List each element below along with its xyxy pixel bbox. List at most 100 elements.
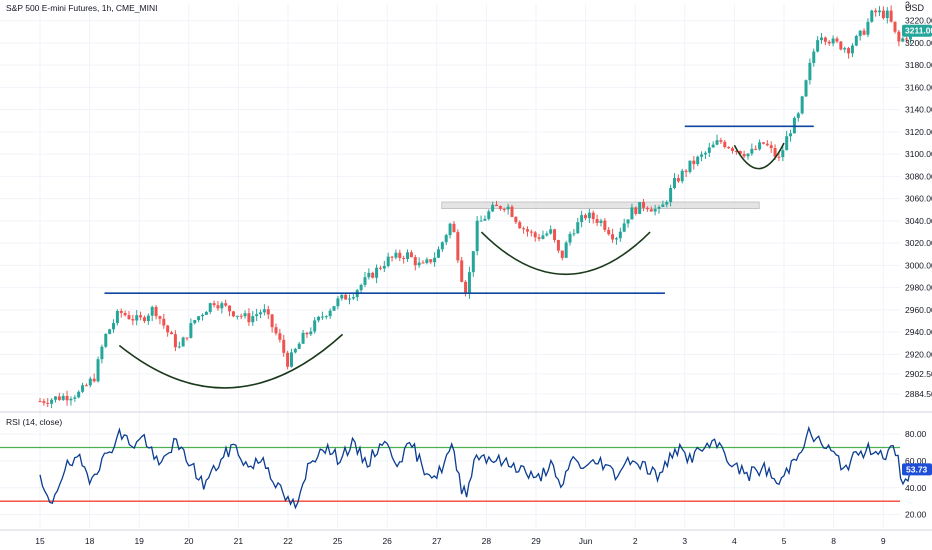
time-tick-label: 26 (382, 536, 392, 546)
resistance-zone (441, 201, 760, 209)
candle-up (614, 238, 618, 240)
candle-down (525, 229, 529, 232)
candle-up (711, 144, 715, 148)
candle-up (491, 204, 495, 212)
candle-up (61, 395, 65, 400)
candle-down (719, 140, 723, 142)
price-tick-label: 3180.00 (905, 60, 932, 70)
candle-down (247, 313, 251, 323)
candle-up (200, 314, 204, 317)
rsi-value: 53.73 (906, 464, 928, 474)
candle-up (150, 306, 154, 316)
candle-down (676, 178, 680, 182)
candle-down (282, 339, 286, 353)
candle-down (274, 327, 278, 334)
candle-down (216, 305, 220, 309)
candle-down (514, 216, 518, 223)
candle-down (390, 256, 394, 258)
candle-up (576, 222, 580, 234)
candle-up (289, 352, 293, 367)
candle-down (773, 148, 777, 157)
candle-up (375, 267, 379, 278)
candle-up (696, 156, 700, 165)
candle-down (502, 208, 506, 210)
candle-down (742, 154, 746, 157)
candle-up (115, 310, 119, 324)
candle-up (541, 235, 545, 239)
candle-down (692, 160, 696, 165)
candle-up (804, 80, 808, 97)
candle-down (905, 38, 909, 40)
candle-up (340, 294, 344, 299)
candle-up (816, 40, 820, 52)
candle-up (580, 215, 584, 223)
rsi-axis[interactable]: 20.00 40.00 60.00 80.00 (905, 429, 927, 519)
candle-up (808, 63, 812, 81)
candle-down (734, 150, 738, 152)
cup-curve (480, 231, 651, 275)
rsi-tick-label: 60.00 (905, 456, 927, 466)
rsi-tick-label: 40.00 (905, 483, 927, 493)
candle-up (406, 252, 410, 259)
candle-down (421, 262, 425, 264)
candle-up (467, 272, 471, 294)
candle-up (858, 30, 862, 36)
candle-up (208, 303, 212, 312)
candle-up (96, 359, 100, 382)
candle-up (220, 303, 224, 309)
candle-down (897, 31, 901, 42)
price-axis[interactable]: 2884.50 2902.50 2920.00 2940.00 2960.00 2980.… (905, 16, 932, 399)
price-tick-label: 3080.00 (905, 171, 932, 181)
candle-up (661, 204, 665, 207)
price-tick-label: 2902.50 (905, 369, 932, 379)
candle-down (119, 310, 123, 314)
candle-down (731, 148, 735, 151)
candle-up (332, 306, 336, 311)
candle-down (57, 396, 61, 400)
rsi-tick-label: 20.00 (905, 510, 927, 520)
candle-up (843, 48, 847, 50)
candle-down (409, 252, 413, 258)
candle-up (204, 311, 208, 315)
candle-down (727, 147, 731, 149)
candle-up (707, 147, 711, 153)
time-tick-label: 3 (682, 536, 687, 546)
candle-down (212, 303, 216, 306)
price-tick-label: 2980.00 (905, 283, 932, 293)
price-tick-label: 3000.00 (905, 260, 932, 270)
price-tick-label: 2884.50 (905, 389, 932, 399)
candle-up (324, 316, 328, 318)
candle-up (297, 343, 301, 349)
candle-up (545, 233, 549, 236)
candle-up (688, 160, 692, 172)
candle-up (146, 315, 150, 322)
candle-down (166, 325, 170, 333)
candle-up (243, 313, 247, 317)
candle-up (854, 35, 858, 46)
candle-up (69, 398, 73, 401)
candle-down (827, 41, 831, 44)
candle-down (398, 252, 402, 258)
candle-up (100, 346, 104, 360)
time-axis[interactable]: 15 18 19 20 21 22 25 26 27 28 29 Jun 2 3 4 5 8 9 (35, 536, 886, 546)
candle-down (413, 257, 417, 266)
price-tick-label: 3120.00 (905, 127, 932, 137)
time-tick-label: 4 (732, 536, 737, 546)
candle-down (847, 48, 851, 54)
candle-down (529, 231, 533, 233)
candle-down (584, 215, 588, 219)
candle-up (351, 297, 355, 299)
candle-up (448, 223, 452, 236)
candle-down (645, 207, 649, 210)
candle-down (777, 156, 781, 158)
candle-down (495, 204, 499, 207)
candle-up (653, 208, 657, 212)
time-tick-label: 19 (134, 536, 144, 546)
time-tick-label: 5 (782, 536, 787, 546)
price-tick-label: 2920.00 (905, 349, 932, 359)
candle-up (259, 312, 263, 315)
candle-down (553, 229, 557, 241)
candle-down (684, 170, 688, 172)
candle-up (77, 391, 81, 398)
